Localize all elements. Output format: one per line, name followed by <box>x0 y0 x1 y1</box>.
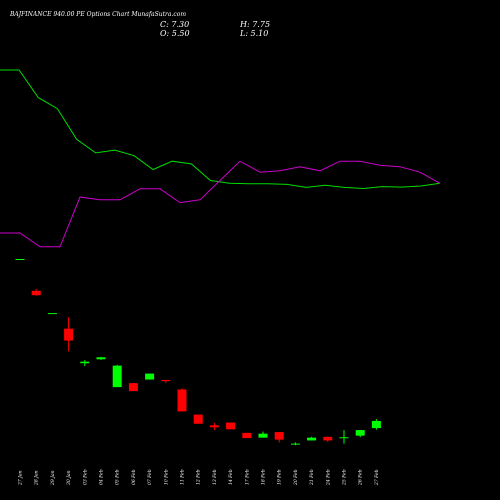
x-tick-label: 17 Feb <box>244 469 250 485</box>
overlay-lines <box>0 69 441 248</box>
candle-body <box>339 437 349 439</box>
close-value: C: 7.30 <box>160 20 190 29</box>
x-tick-label: 07 Feb <box>147 469 153 485</box>
x-tick-label: 25 Feb <box>342 469 348 486</box>
overlay-line <box>0 69 441 190</box>
high-value: H: 7.75 <box>240 20 271 29</box>
open-value: O: 5.50 <box>160 29 190 38</box>
candle-body <box>371 420 381 429</box>
candle-body <box>193 414 203 424</box>
x-tick-label: 29 Jan <box>50 470 56 486</box>
chart-title: BAJFINANCE 940.00 PE Options Chart Munaf… <box>10 11 187 18</box>
candle-body <box>128 383 138 392</box>
low-value: L: 5.10 <box>240 29 269 38</box>
candle-body <box>209 425 219 428</box>
x-tick-label: 27 Feb <box>374 469 380 486</box>
x-tick-label: 12 Feb <box>196 469 202 485</box>
candle-body <box>145 373 155 380</box>
overlay-line <box>0 160 441 248</box>
candle-body <box>258 433 268 438</box>
candle-body <box>112 365 122 388</box>
x-tick-label: 27 Jan <box>18 470 24 486</box>
x-tick-label: 10 Feb <box>163 469 169 485</box>
candle-body <box>161 379 171 382</box>
candle-body <box>31 290 41 296</box>
candle-body <box>242 432 252 439</box>
candle-body <box>47 313 57 315</box>
x-tick-label: 18 Feb <box>261 469 267 485</box>
candle-body <box>15 259 25 260</box>
candle-body <box>64 328 74 341</box>
candle-body <box>96 357 106 360</box>
candle-body <box>290 443 300 445</box>
x-tick-label: 03 Feb <box>82 469 88 485</box>
candle-body <box>80 361 90 364</box>
x-tick-label: 21 Feb <box>309 469 315 486</box>
x-tick-label: 06 Feb <box>131 469 137 485</box>
candle-body <box>177 389 187 412</box>
x-tick-label: 11 Feb <box>180 469 186 485</box>
x-tick-label: 05 Feb <box>115 469 121 485</box>
candle-body <box>226 422 236 430</box>
x-tick-label: 13 Feb <box>212 469 218 485</box>
x-tick-label: 19 Feb <box>277 469 283 485</box>
x-tick-label: 28 Jan <box>34 470 40 486</box>
x-tick-label: 14 Feb <box>228 469 234 485</box>
candle-body <box>274 432 284 440</box>
x-tick-label: 20 Feb <box>293 469 299 486</box>
x-axis-labels: 27 Jan 28 Jan 29 Jan 30 Jan 03 Feb 04 Feb 05 F… <box>18 469 380 486</box>
candle-body <box>355 430 365 436</box>
x-tick-label: 30 Jan <box>66 470 72 485</box>
candle-body <box>323 436 333 441</box>
x-tick-label: 26 Feb <box>358 469 364 486</box>
candles <box>15 259 381 446</box>
x-tick-label: 24 Feb <box>325 469 331 486</box>
candle-body <box>307 437 317 441</box>
x-tick-label: 04 Feb <box>99 469 105 485</box>
